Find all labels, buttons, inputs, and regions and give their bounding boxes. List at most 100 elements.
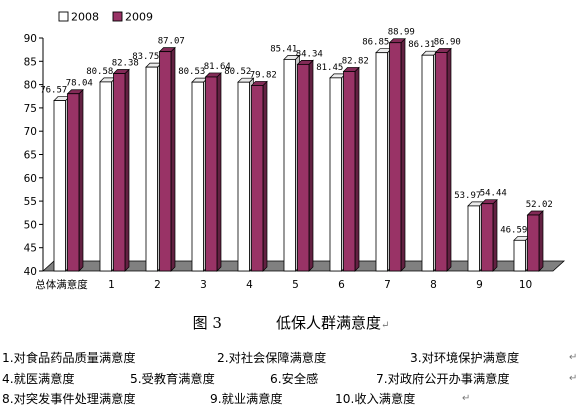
figure-number: 图 3 (192, 314, 222, 332)
note-item: 10.收入满意度 (335, 392, 416, 406)
bar-2009 (250, 80, 268, 272)
note-row-2: 4.就医满意度 5.受教育满意度 6.安全感 7.对政府公开办事满意度 ↵ (2, 369, 580, 390)
note-item: 7.对政府公开办事满意度 (376, 371, 510, 386)
x-tick-label: 6 (338, 279, 345, 291)
bar-front (329, 77, 342, 272)
y-tick-label: 80 (24, 80, 37, 92)
figure-caption: 图 3 低保人群满意度↵ (0, 312, 582, 333)
x-tick-label: 总体满意度 (35, 278, 88, 291)
bar-front (283, 58, 296, 272)
bar-front (67, 93, 80, 272)
data-label: 54.44 (480, 189, 507, 199)
x-tick-label: 8 (430, 279, 437, 291)
category-notes: 1.对食品药品质量满意度 2.对社会保障满意度 3.对环境保护满意度 ↵ 4.就… (2, 348, 580, 410)
paragraph-mark: ↵ (569, 372, 578, 384)
y-tick-label: 50 (24, 219, 37, 231)
bar-side (538, 210, 544, 272)
y-tick-label: 60 (24, 173, 37, 185)
note-row-3: 8.对突发事件处理满意度 9.就业满意度 10.收入满意度 ↵ (2, 389, 580, 410)
paragraph-mark: ↵ (380, 320, 390, 331)
bar-2009 (112, 68, 130, 272)
x-tick-label: 10 (519, 279, 532, 291)
bar-front (421, 54, 434, 272)
bar-front (99, 81, 112, 272)
bar-2009 (296, 59, 314, 272)
bar-2009 (158, 46, 176, 272)
bar-2009 (342, 66, 360, 272)
data-label: 78.04 (66, 79, 93, 89)
y-tick-label: 70 (24, 126, 37, 138)
x-tick-label: 2 (154, 279, 161, 291)
note-item: 4.就医满意度 (2, 371, 75, 386)
bar-front (191, 81, 204, 272)
x-tick-label: 5 (292, 279, 299, 291)
y-tick-label: 75 (24, 103, 37, 115)
legend: 2008 2009 (58, 11, 153, 24)
bar-2009 (66, 88, 84, 272)
data-label: 53.97 (454, 191, 481, 201)
y-tick-label: 90 (24, 33, 37, 45)
x-tick-label: 1 (108, 279, 115, 291)
note-item: 6.安全感 (270, 371, 319, 386)
bar-2009 (480, 198, 498, 272)
data-label: 79.82 (250, 70, 277, 80)
bar-front (159, 51, 172, 272)
data-label: 46.59 (500, 225, 527, 235)
x-tick-label: 7 (384, 279, 391, 291)
legend-swatch (58, 11, 69, 22)
bar-2009 (204, 72, 222, 272)
data-label: 52.02 (526, 200, 553, 210)
data-label: 84.34 (296, 49, 323, 59)
x-tick-label: 4 (246, 279, 253, 291)
bar-front (297, 63, 310, 272)
bar-front (389, 42, 402, 272)
note-item: 5.受教育满意度 (130, 371, 215, 386)
data-label: 80.53 (178, 67, 205, 77)
bar-front (513, 239, 526, 272)
data-label: 88.99 (388, 28, 415, 38)
legend-swatch (112, 11, 123, 22)
bar-front (113, 73, 126, 272)
bar-side (170, 46, 176, 272)
data-label: 87.07 (158, 37, 185, 47)
bar-front (467, 205, 480, 272)
y-tick-label: 40 (24, 266, 37, 278)
bar-2009 (388, 37, 406, 272)
note-item: 1.对食品药品质量满意度 (2, 351, 136, 365)
bar-side (492, 198, 498, 272)
bars (53, 37, 544, 272)
bar-front (343, 71, 356, 272)
bar-front (375, 52, 388, 272)
bar-side (262, 80, 268, 272)
bar-front (527, 214, 540, 272)
y-tick-label: 85 (24, 56, 37, 68)
bar-front (145, 66, 158, 272)
bar-front (481, 203, 494, 272)
note-item: 9.就业满意度 (210, 392, 283, 406)
data-label: 86.90 (434, 37, 461, 47)
data-label: 80.52 (224, 67, 251, 77)
data-label: 83.75 (132, 52, 159, 62)
data-label: 85.41 (270, 44, 297, 54)
paragraph-mark: ↵ (569, 352, 578, 363)
bar-side (78, 88, 84, 272)
bar-side (124, 68, 130, 272)
x-tick-label: 3 (200, 279, 207, 291)
y-tick-label: 65 (24, 150, 37, 162)
x-tick-label: 9 (476, 279, 483, 291)
bar-front (53, 100, 66, 272)
note-row-1: 1.对食品药品质量满意度 2.对社会保障满意度 3.对环境保护满意度 ↵ (2, 348, 580, 369)
paragraph-mark: ↵ (462, 393, 471, 404)
note-item: 2.对社会保障满意度 (217, 351, 327, 365)
data-label: 86.85 (362, 38, 389, 48)
bar-side (446, 47, 452, 272)
note-item: 8.对突发事件处理满意度 (2, 392, 136, 406)
y-tick-label: 45 (24, 243, 37, 255)
legend-label: 2009 (125, 11, 153, 24)
data-label: 81.45 (316, 63, 343, 73)
bar-side (354, 66, 360, 272)
bar-2009 (434, 47, 452, 272)
bar-front (237, 81, 250, 272)
